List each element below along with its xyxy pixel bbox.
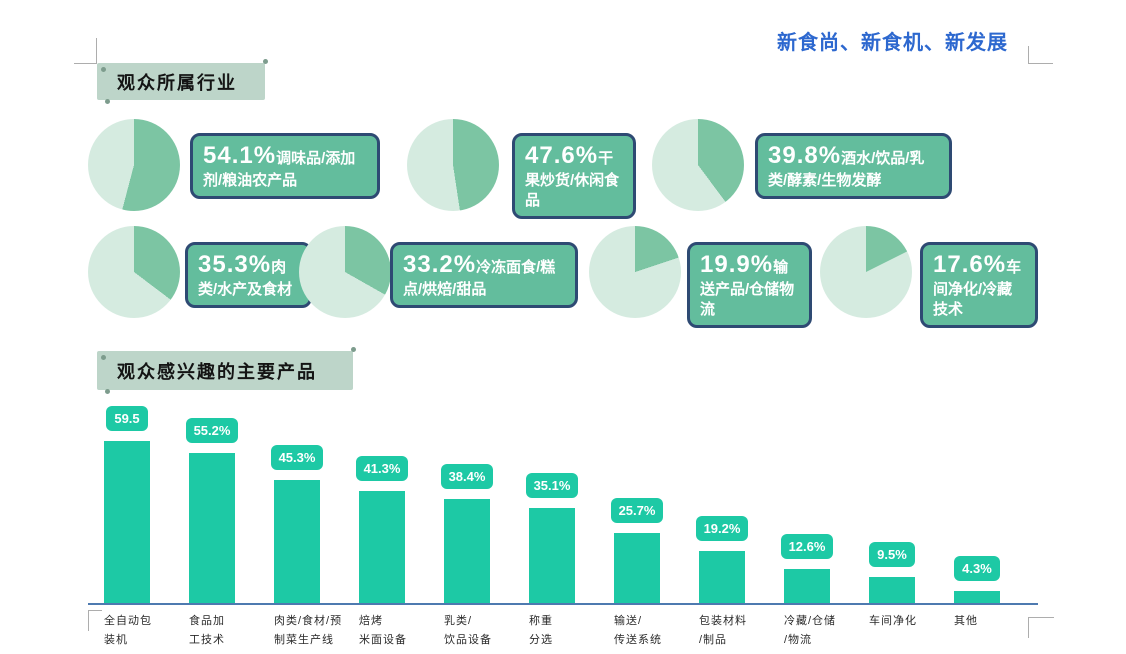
- bar-value-label: 35.1%: [525, 472, 579, 498]
- bar-category-label: 包装材料 /制品: [699, 615, 747, 646]
- pie-chart: [589, 226, 681, 318]
- pie-label-text: 酒水/饮品/乳类/酵素/生物发酵: [768, 150, 925, 189]
- pie-chart: [652, 119, 744, 211]
- bar-category-label: 冷藏/仓储 /物流: [784, 615, 837, 646]
- pie-callout: 17.6%车间净化/冷藏技术: [920, 242, 1038, 328]
- bar-category-label: 其他: [954, 615, 978, 627]
- section-title-text: 观众所属行业: [117, 72, 237, 94]
- bar-item: 9.5%: [869, 542, 915, 603]
- pie-percent: 19.9%: [700, 251, 774, 278]
- pie-label-text: 车间净化/冷藏技术: [933, 259, 1022, 318]
- bar: [359, 490, 405, 603]
- bar-item: 41.3%: [355, 455, 409, 603]
- section-header-industries: 观众所属行业: [97, 59, 268, 104]
- bar-item: 12.6%: [780, 533, 834, 603]
- bar-item: 45.3%: [270, 444, 324, 603]
- pie-chart: [88, 119, 180, 211]
- pie-percent: 39.8%: [768, 142, 842, 169]
- pie-chart: [299, 226, 391, 318]
- bar-value-label: 38.4%: [440, 463, 494, 489]
- bar-value-label: 12.6%: [780, 533, 834, 559]
- x-axis-line: [88, 603, 1038, 605]
- tag-dot: [101, 67, 106, 72]
- pie-chart: [407, 119, 499, 211]
- bar-value-label: 4.3%: [954, 556, 1000, 582]
- bar-chart-category-axis: 全自动包 装机 食品加 工技术 肉类/食材/预 制菜生产线 焙烤 米面设备 乳类/ 饮品…: [104, 612, 1000, 649]
- bar: [954, 591, 1000, 603]
- page-corner-mark-bottom-right: [1028, 617, 1054, 638]
- bar: [784, 568, 830, 603]
- pie-chart: [820, 226, 912, 318]
- pie-callout: 39.8%酒水/饮品/乳类/酵素/生物发酵: [755, 133, 952, 199]
- tag-dot: [101, 355, 106, 360]
- bar-category-label: 焙烤 米面设备: [359, 615, 407, 646]
- bar: [869, 577, 915, 603]
- page-corner-mark-top-left: [74, 38, 97, 64]
- bar-item: 19.2%: [695, 515, 749, 603]
- pie-callout: 33.2%冷冻面食/糕点/烘焙/甜品: [390, 242, 578, 308]
- tag-dot: [351, 347, 356, 352]
- bar-item: 25.7%: [610, 498, 664, 603]
- tag-dot: [105, 389, 110, 394]
- pie-label-text: 肉类/水产及食材: [198, 259, 293, 298]
- bar-category-label: 输送/ 传送系统: [614, 615, 662, 646]
- pie-callout: 54.1%调味品/添加剂/粮油农产品: [190, 133, 380, 199]
- pie-percent: 47.6%: [525, 142, 599, 169]
- pie-percent: 35.3%: [198, 251, 272, 278]
- bar-item: 35.1%: [525, 472, 579, 603]
- bar-category-label: 乳类/ 饮品设备: [444, 615, 492, 646]
- page-corner-mark-top-right: [1028, 46, 1053, 64]
- pie-item-6: 19.9%输送产品/仓储物流: [589, 226, 812, 328]
- bar-chart: 59.5 55.2% 45.3% 41.3% 38.4% 35.1% 25.7% 19.2% 1…: [104, 393, 1000, 603]
- pie-chart: [88, 226, 180, 318]
- pie-callout: 47.6%干果炒货/休闲食品: [512, 133, 636, 219]
- bar-category-label: 车间净化: [869, 615, 917, 627]
- bar-value-label: 55.2%: [185, 417, 239, 443]
- bar: [614, 533, 660, 603]
- bar: [529, 507, 575, 603]
- pie-percent: 17.6%: [933, 251, 1007, 278]
- pie-item-1: 54.1%调味品/添加剂/粮油农产品: [88, 119, 380, 211]
- section-header-products: 观众感兴趣的主要产品: [97, 347, 356, 394]
- tag-dot: [263, 59, 268, 64]
- pie-callout: 35.3%肉类/水产及食材: [185, 242, 312, 308]
- pie-item-4: 35.3%肉类/水产及食材: [88, 226, 312, 318]
- bar-value-label: 59.5: [106, 406, 148, 432]
- bar-item: 59.5: [104, 406, 150, 603]
- pie-label-text: 输送产品/仓储物流: [700, 259, 795, 318]
- bar-value-label: 19.2%: [695, 515, 749, 541]
- bar-value-label: 9.5%: [869, 542, 915, 568]
- page-title: 新食尚、新食机、新发展: [777, 32, 1008, 54]
- bar: [444, 498, 490, 603]
- bar-value-label: 41.3%: [355, 455, 409, 481]
- page-corner-mark-bottom-left: [88, 610, 102, 631]
- bar-category-label: 肉类/食材/预 制菜生产线: [274, 615, 343, 646]
- pie-percent: 33.2%: [403, 251, 477, 278]
- bar: [274, 479, 320, 603]
- bar-item: 4.3%: [954, 556, 1000, 603]
- pie-label-text: 调味品/添加剂/粮油农产品: [203, 150, 356, 189]
- bar: [104, 441, 150, 603]
- bar: [699, 550, 745, 603]
- bar-item: 38.4%: [440, 463, 494, 603]
- pie-label-text: 干果炒货/休闲食品: [525, 150, 620, 209]
- tag-dot: [105, 99, 110, 104]
- pie-item-2: 47.6%干果炒货/休闲食品: [407, 119, 636, 219]
- pie-item-3: 39.8%酒水/饮品/乳类/酵素/生物发酵: [652, 119, 952, 211]
- pie-label-text: 冷冻面食/糕点/烘焙/甜品: [403, 259, 556, 298]
- bar-category-label: 称重 分选: [529, 615, 553, 646]
- bar-category-label: 食品加 工技术: [189, 615, 225, 646]
- pie-callout: 19.9%输送产品/仓储物流: [687, 242, 812, 328]
- pie-percent: 54.1%: [203, 142, 277, 169]
- pie-item-7: 17.6%车间净化/冷藏技术: [820, 226, 1038, 328]
- bar-value-label: 45.3%: [270, 444, 324, 470]
- bar-value-label: 25.7%: [610, 498, 664, 524]
- bar-item: 55.2%: [185, 417, 239, 603]
- pie-item-5: 33.2%冷冻面食/糕点/烘焙/甜品: [299, 226, 578, 318]
- bar-category-label: 全自动包 装机: [104, 615, 152, 646]
- section-title-text: 观众感兴趣的主要产品: [117, 361, 317, 383]
- bar: [189, 452, 235, 603]
